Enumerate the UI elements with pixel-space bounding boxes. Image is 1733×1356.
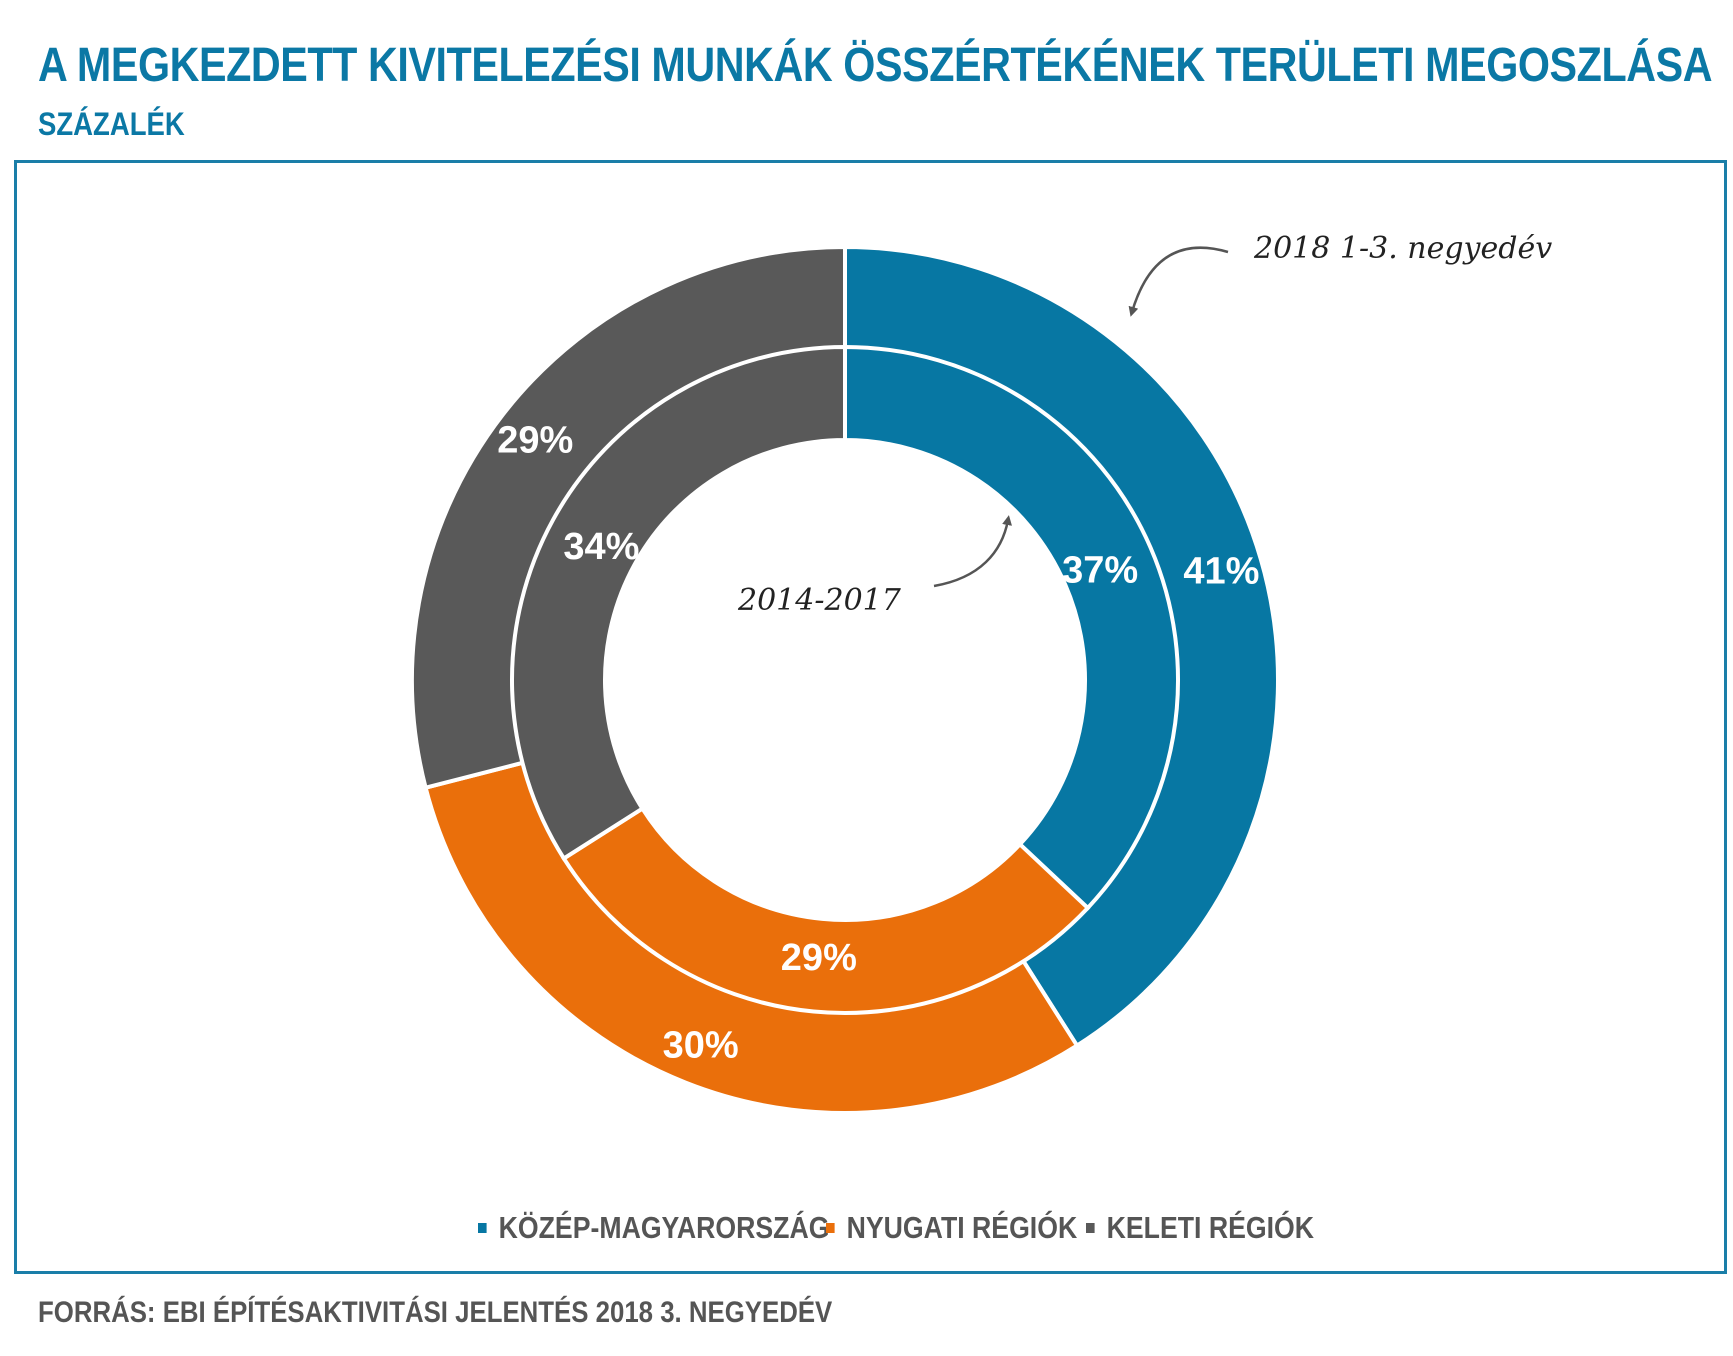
inner-label-keleti: 34%: [563, 526, 639, 568]
inner-annotation-arrow: [933, 515, 1012, 588]
inner-label-nyugati: 29%: [781, 937, 857, 979]
legend-item-nyugati: NYUGATI RÉGIÓK: [826, 1210, 1077, 1246]
chart-frame: [14, 160, 1727, 1274]
slice-labels: 41% 30% 29% 37% 29% 34%: [497, 420, 1259, 1067]
legend-swatch-keleti: [1086, 1223, 1095, 1233]
legend-swatch-kozep: [478, 1223, 487, 1233]
outer-ring-annotation: 2018 1-3. negyedév: [1253, 231, 1552, 266]
legend-label-nyugati: NYUGATI RÉGIÓK: [846, 1210, 1078, 1245]
inner-slice-keleti: [510, 344, 847, 862]
chart-title: A MEGKEZDETT KIVITELEZÉSI MUNKÁK ÖSSZÉRT…: [38, 39, 1713, 92]
inner-slice-kozep: [843, 344, 1180, 911]
chart-source: FORRÁS: EBI ÉPÍTÉSAKTIVITÁSI JELENTÉS 20…: [38, 1296, 833, 1329]
inner-slice-nyugati: [561, 805, 1091, 1015]
donut-rings: [410, 244, 1280, 1115]
outer-label-nyugati: 30%: [663, 1024, 739, 1066]
outer-label-kozep: 41%: [1183, 551, 1259, 593]
inner-ring-annotation: 2014-2017: [737, 583, 902, 618]
legend-label-keleti: KELETI RÉGIÓK: [1106, 1210, 1315, 1245]
legend-item-kozep: KÖZÉP-MAGYARORSZÁG: [478, 1210, 829, 1246]
inner-label-kozep: 37%: [1062, 550, 1138, 592]
legend-swatch-nyugati: [826, 1223, 835, 1233]
chart-subtitle: SZÁZALÉK: [38, 106, 185, 142]
chart-legend: KÖZÉP-MAGYARORSZÁG NYUGATI RÉGIÓK KELETI…: [0, 1210, 1733, 1250]
outer-annotation-arrow: [1128, 246, 1229, 317]
legend-label-kozep: KÖZÉP-MAGYARORSZÁG: [498, 1210, 830, 1245]
outer-label-keleti: 29%: [497, 420, 573, 462]
legend-item-keleti: KELETI RÉGIÓK: [1086, 1210, 1314, 1246]
